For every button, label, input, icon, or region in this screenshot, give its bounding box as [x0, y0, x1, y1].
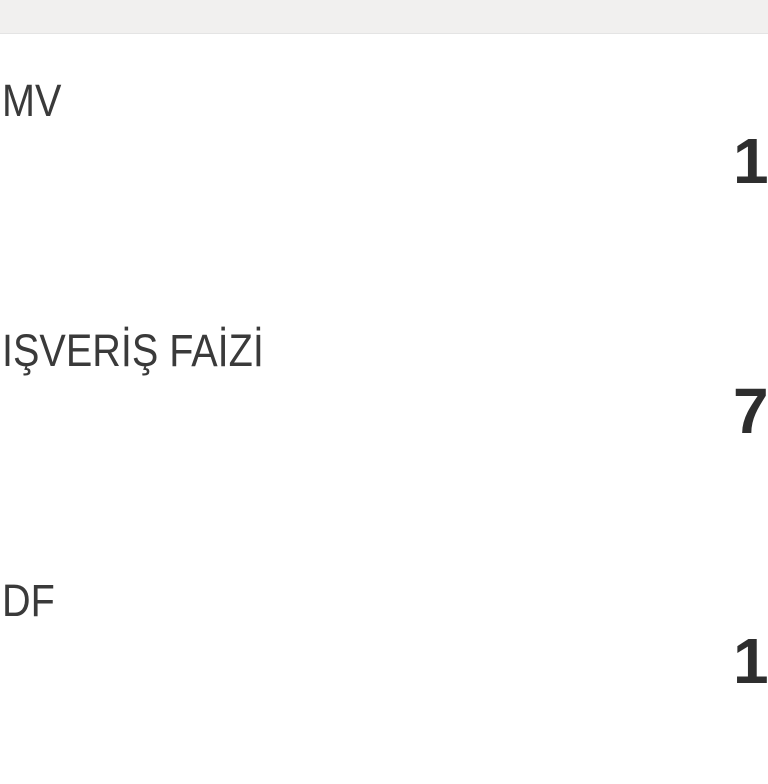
item-value: 1	[733, 125, 768, 197]
item-value: 7	[733, 375, 768, 447]
list-item[interactable]: DF 1	[0, 534, 768, 784]
list-item[interactable]: MV 1	[0, 34, 768, 285]
top-bar	[0, 0, 768, 34]
item-label: IŞVERİŞ FAİZİ	[2, 325, 264, 376]
list-item[interactable]: IŞVERİŞ FAİZİ 7	[0, 284, 768, 535]
item-label: MV	[2, 75, 62, 126]
item-value: 1	[733, 625, 768, 697]
item-label: DF	[2, 575, 55, 626]
